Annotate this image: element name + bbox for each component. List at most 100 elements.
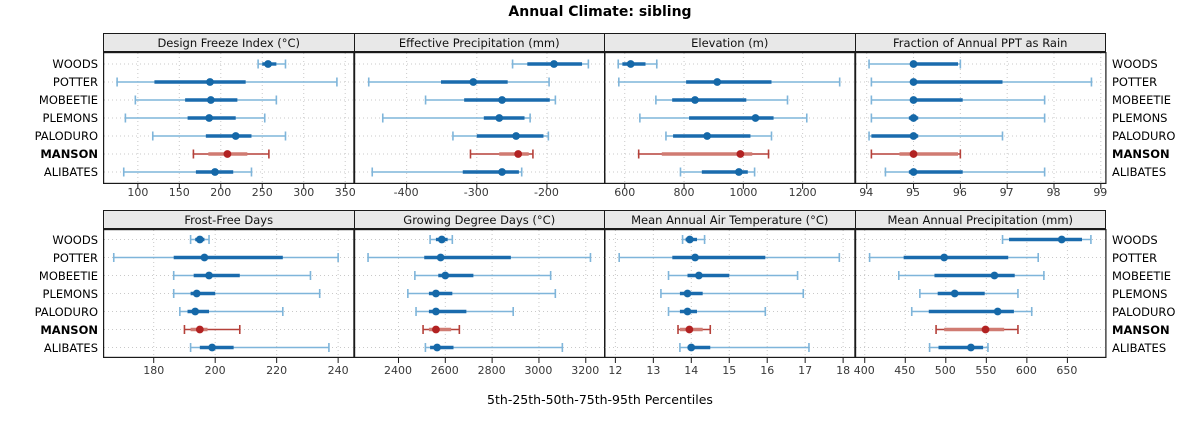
x-tick-label: 2600 xyxy=(430,364,459,377)
x-tick-label: 180 xyxy=(143,364,165,377)
series-row-woods xyxy=(617,59,658,69)
panel-plot-elevation xyxy=(604,52,856,189)
series-row-manson xyxy=(192,149,270,159)
row-label-right-mobeetie: MOBEETIE xyxy=(1112,93,1172,107)
x-tick-label: 600 xyxy=(1015,364,1037,377)
series-row-woods xyxy=(681,235,706,244)
x-tick-label: 16 xyxy=(760,364,775,377)
series-row-mobeetie xyxy=(424,95,556,105)
panel-plot-mean-annual-air-temperature xyxy=(604,229,856,363)
x-tick-label: 100 xyxy=(127,186,149,199)
row-label-right-plemons: PLEMONS xyxy=(1112,286,1168,301)
series-row-paloduro xyxy=(451,131,549,141)
series-row-alibates xyxy=(122,167,253,177)
x-tick-label: 1000 xyxy=(729,186,758,199)
median-dot xyxy=(909,96,917,104)
panel-plot-mean-annual-precipitation xyxy=(854,229,1107,363)
row-label-right-paloduro: PALODURO xyxy=(1112,304,1176,319)
x-tick-label: 220 xyxy=(266,364,288,377)
series-row-manson xyxy=(183,325,241,334)
median-dot xyxy=(1057,235,1066,244)
series-row-potter xyxy=(366,253,591,262)
x-tick-label: 99 xyxy=(1093,186,1108,199)
median-dot xyxy=(497,96,506,104)
panel-plot-design-freeze-index xyxy=(103,52,355,189)
median-dot xyxy=(211,168,219,176)
series-row-mobeetie xyxy=(655,95,789,105)
strip-title: Growing Degree Days (°C) xyxy=(403,212,556,227)
series-row-mobeetie xyxy=(172,271,312,280)
median-dot xyxy=(909,78,917,86)
x-tick-label: 96 xyxy=(952,186,967,199)
x-tick-label: 650 xyxy=(1056,364,1078,377)
median-dot xyxy=(205,271,213,280)
row-label-left-mobeetie: MOBEETIE xyxy=(38,268,98,283)
median-dot xyxy=(431,325,440,334)
x-tick-label: 94 xyxy=(859,186,874,199)
row-label-left-mobeetie: MOBEETIE xyxy=(38,93,98,107)
x-tick-label: 250 xyxy=(251,186,273,199)
panel-strip-mean-annual-precipitation: Mean Annual Precipitation (mm) xyxy=(854,210,1106,229)
panel-strip-growing-degree-days: Growing Degree Days (°C) xyxy=(353,210,605,229)
x-tick-label: 500 xyxy=(934,364,956,377)
median-dot xyxy=(736,150,745,158)
median-dot xyxy=(734,168,743,176)
median-dot xyxy=(191,307,200,316)
median-dot xyxy=(195,235,204,244)
median-dot xyxy=(626,60,635,68)
series-row-paloduro xyxy=(867,131,1003,141)
row-label-left-potter: POTTER xyxy=(52,250,98,265)
median-dot xyxy=(909,132,917,140)
series-row-plemons xyxy=(660,289,805,298)
median-dot xyxy=(909,60,917,68)
row-label-right-potter: POTTER xyxy=(1112,250,1158,265)
row-label-left-woods: WOODS xyxy=(52,57,98,71)
row-label-right-manson: MANSON xyxy=(1112,147,1170,161)
x-tick-label: 300 xyxy=(293,186,315,199)
median-dot xyxy=(497,168,506,176)
row-label-left-plemons: PLEMONS xyxy=(42,111,98,125)
median-dot xyxy=(993,307,1002,316)
median-dot xyxy=(685,235,694,244)
x-tick-label: 1200 xyxy=(788,186,817,199)
row-label-left-alibates: ALIBATES xyxy=(43,165,98,179)
panel-strip-fraction-ppt-rain: Fraction of Annual PPT as Rain xyxy=(854,33,1106,52)
x-tick-label: 3200 xyxy=(571,364,600,377)
x-tick-label: 200 xyxy=(204,364,226,377)
x-tick-label: -200 xyxy=(533,186,559,199)
median-dot xyxy=(206,78,214,86)
x-tick-label: 350 xyxy=(334,186,356,199)
median-dot xyxy=(691,96,699,104)
median-dot xyxy=(223,150,232,158)
row-label-right-plemons: PLEMONS xyxy=(1112,111,1168,125)
strip-title: Mean Annual Precipitation (mm) xyxy=(887,212,1074,227)
strip-title: Effective Precipitation (mm) xyxy=(398,35,560,50)
median-dot xyxy=(909,114,917,122)
median-dot xyxy=(231,132,240,140)
median-dot xyxy=(432,343,441,352)
median-dot xyxy=(205,114,214,122)
row-label-left-manson: MANSON xyxy=(40,322,98,337)
x-tick-label: 240 xyxy=(327,364,349,377)
x-tick-label: 800 xyxy=(673,186,695,199)
series-row-alibates xyxy=(928,343,989,352)
row-label-right-mobeetie: MOBEETIE xyxy=(1112,268,1172,283)
median-dot xyxy=(713,78,722,86)
median-dot xyxy=(431,307,440,316)
strip-title: Mean Annual Air Temperature (°C) xyxy=(631,212,829,227)
x-tick-label: 450 xyxy=(894,364,916,377)
median-dot xyxy=(685,325,694,334)
series-row-alibates xyxy=(424,343,563,352)
median-dot xyxy=(192,289,201,298)
series-row-woods xyxy=(511,59,589,69)
x-tick-label: 150 xyxy=(168,186,190,199)
panel-strip-mean-annual-air-temperature: Mean Annual Air Temperature (°C) xyxy=(604,210,856,229)
x-tick-label: 550 xyxy=(975,364,997,377)
median-dot xyxy=(687,343,696,352)
series-row-plemons xyxy=(381,113,531,123)
x-tick-label: 200 xyxy=(210,186,232,199)
median-dot xyxy=(694,271,703,280)
series-row-potter xyxy=(116,77,338,87)
row-label-left-paloduro: PALODURO xyxy=(34,304,98,319)
